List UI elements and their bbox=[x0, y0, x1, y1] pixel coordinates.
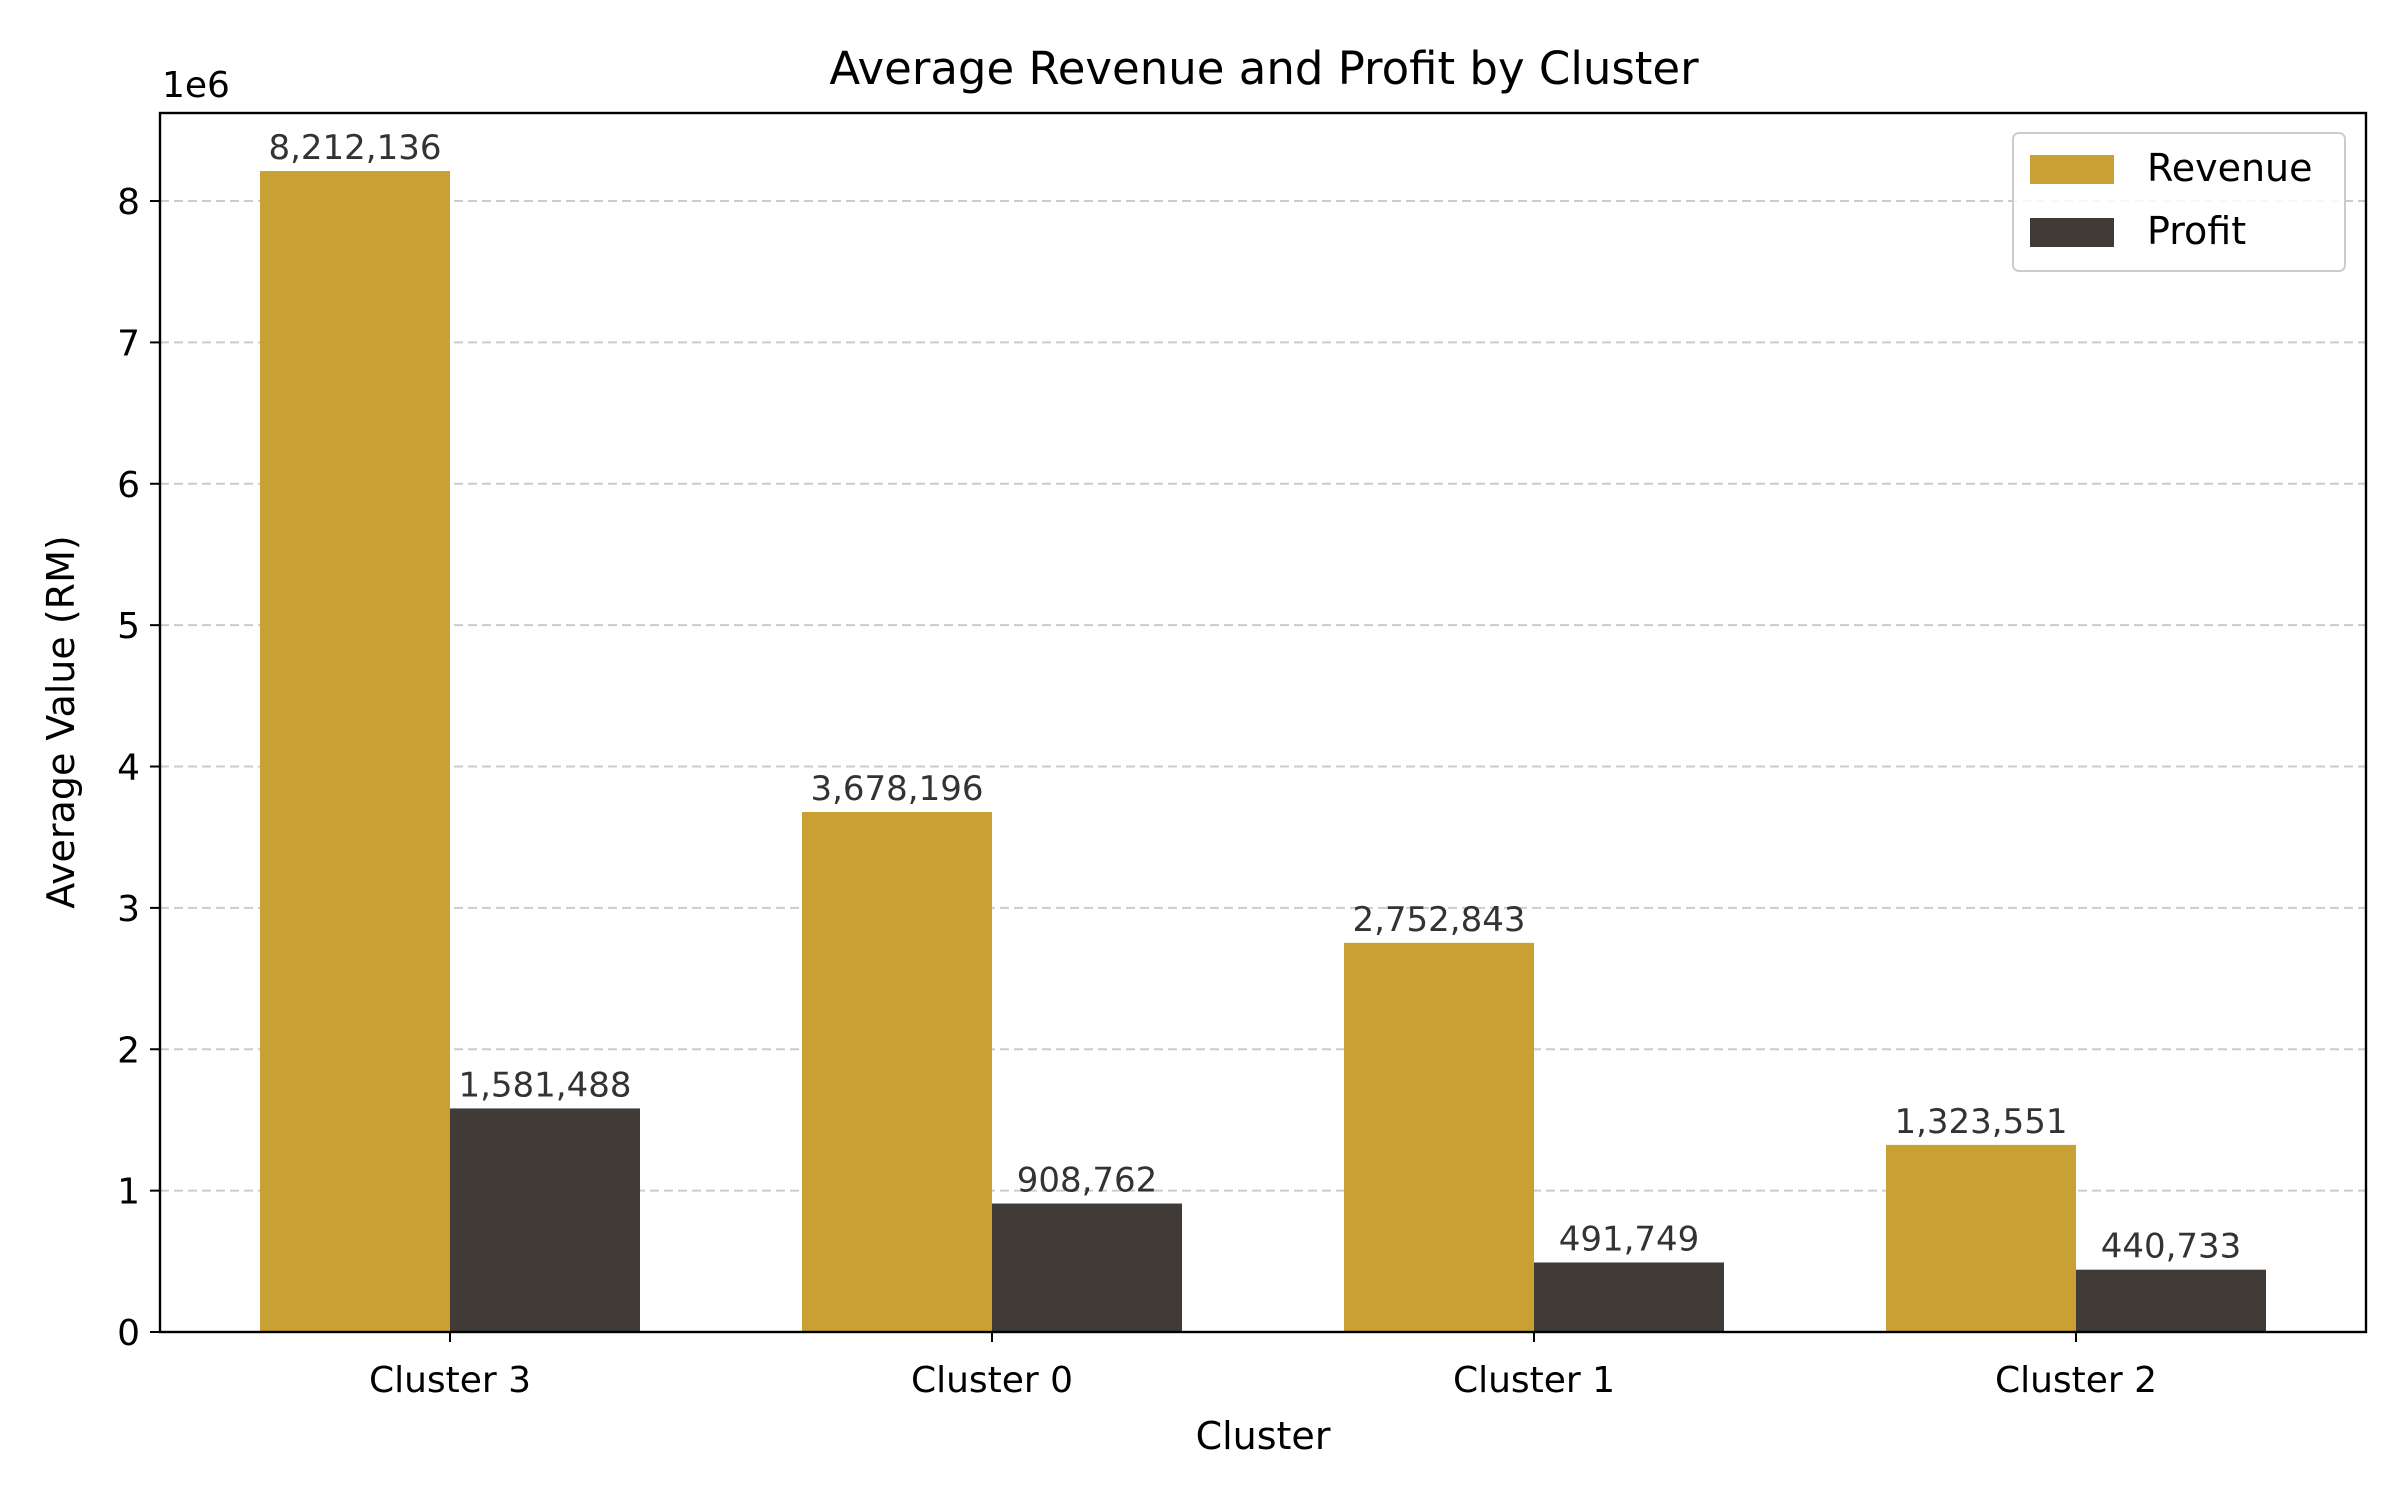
data-labels: 8,212,136 1,581,488 3,678,196 908,762 2,752,… bbox=[268, 128, 2241, 1267]
bars bbox=[260, 171, 2266, 1333]
x-axis-label: Cluster bbox=[1196, 1414, 1331, 1458]
y-tick-label: 6 bbox=[117, 465, 140, 506]
bar-revenue-cluster-2 bbox=[1886, 1144, 2076, 1332]
x-tick-label: Cluster 2 bbox=[1995, 1360, 2157, 1401]
y-tick-label: 4 bbox=[117, 748, 140, 789]
data-label-revenue: 8,212,136 bbox=[268, 128, 441, 168]
bar-revenue-cluster-1 bbox=[1344, 942, 1534, 1332]
y-tick-label: 2 bbox=[117, 1030, 140, 1071]
legend-label-revenue: Revenue bbox=[2147, 146, 2313, 190]
legend: Revenue Profit bbox=[2012, 132, 2346, 272]
x-tick-label: Cluster 0 bbox=[911, 1360, 1073, 1401]
y-tick-label: 5 bbox=[117, 606, 140, 647]
y-tick-label: 8 bbox=[117, 182, 140, 223]
x-axis-ticks: Cluster 3 Cluster 0 Cluster 1 Cluster 2 bbox=[369, 1332, 2157, 1401]
chart-title: Average Revenue and Profit by Cluster bbox=[829, 42, 1699, 95]
data-label-revenue: 1,323,551 bbox=[1894, 1102, 2067, 1142]
x-tick-label: Cluster 3 bbox=[369, 1360, 531, 1401]
y-tick-label: 1 bbox=[117, 1172, 140, 1213]
bar-profit-cluster-2 bbox=[2076, 1269, 2266, 1332]
legend-label-profit: Profit bbox=[2147, 209, 2246, 253]
bar-revenue-cluster-0 bbox=[802, 812, 992, 1332]
bar-revenue-cluster-3 bbox=[260, 171, 450, 1333]
bar-profit-cluster-0 bbox=[992, 1203, 1182, 1332]
y-tick-label: 0 bbox=[117, 1313, 140, 1354]
y-tick-label: 3 bbox=[117, 889, 140, 930]
y-offset-label: 1e6 bbox=[162, 65, 230, 106]
y-axis-ticks: 0 1 2 3 4 5 6 7 8 bbox=[117, 182, 160, 1354]
data-label-profit: 1,581,488 bbox=[458, 1065, 631, 1105]
data-label-revenue: 2,752,843 bbox=[1352, 900, 1525, 940]
data-label-revenue: 3,678,196 bbox=[810, 769, 983, 809]
legend-swatch-profit bbox=[2030, 218, 2114, 247]
y-tick-label: 7 bbox=[117, 323, 140, 364]
plot-frame bbox=[158, 111, 2368, 1334]
y-axis-label: Average Value (RM) bbox=[39, 535, 83, 908]
bar-profit-cluster-3 bbox=[450, 1108, 640, 1332]
data-label-profit: 491,749 bbox=[1559, 1219, 1700, 1259]
legend-swatch-revenue bbox=[2030, 155, 2114, 184]
data-label-profit: 908,762 bbox=[1017, 1161, 1158, 1201]
data-label-profit: 440,733 bbox=[2101, 1227, 2242, 1267]
x-tick-label: Cluster 1 bbox=[1453, 1360, 1615, 1401]
bar-profit-cluster-1 bbox=[1534, 1262, 1724, 1332]
